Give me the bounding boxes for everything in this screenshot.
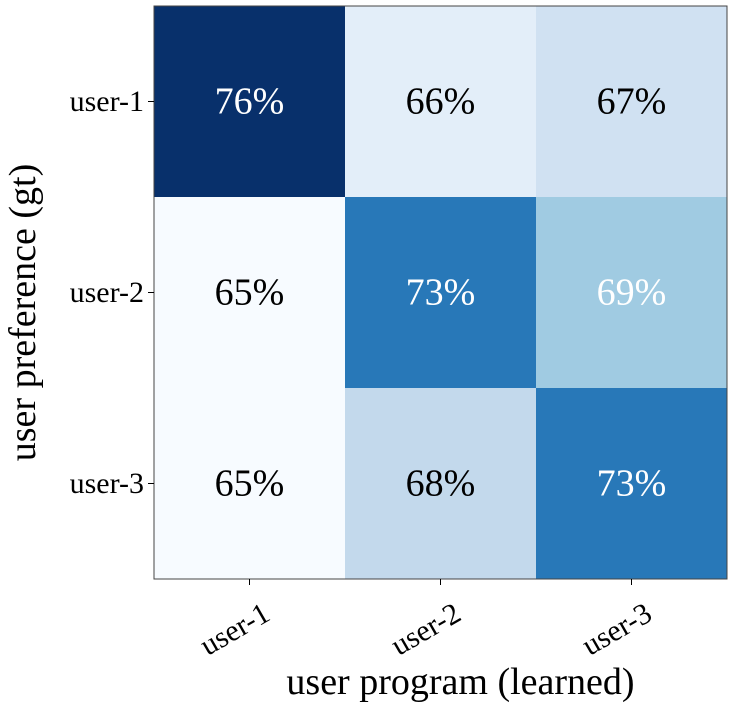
heatmap-cell — [345, 197, 537, 389]
heatmap-cell — [154, 388, 346, 580]
x-axis-label: user program (learned) — [286, 661, 634, 703]
x-tick-label: user-3 — [576, 596, 657, 662]
cell-value-label: 73% — [406, 272, 476, 314]
cell-value-label: 69% — [597, 272, 667, 314]
x-tick-label: user-2 — [385, 596, 466, 662]
cell-value-label: 66% — [406, 81, 476, 123]
heatmap-cell — [345, 6, 537, 198]
x-axis-ticks: user-1 user-2 user-3 — [194, 579, 657, 662]
cell-value-label: 65% — [215, 272, 285, 314]
y-tick-label: user-3 — [70, 467, 144, 500]
cell-value-label: 73% — [597, 463, 667, 505]
y-axis-label: user preference (gt) — [2, 164, 44, 461]
heatmap-cell — [154, 197, 346, 389]
heatmap-cells — [154, 6, 728, 580]
cell-value-label: 65% — [215, 463, 285, 505]
heatmap-cell — [154, 6, 346, 198]
heatmap-cell — [536, 6, 728, 198]
cell-value-label: 68% — [406, 463, 476, 505]
heatmap-cell — [345, 388, 537, 580]
y-axis-ticks: user-1 user-2 user-3 — [70, 85, 154, 500]
heatmap-cell — [536, 388, 728, 580]
cell-value-label: 76% — [215, 81, 285, 123]
heatmap-cell-labels: 76% 66% 67% 65% 73% 69% 65% 68% 73% — [215, 81, 667, 505]
cell-value-label: 67% — [597, 81, 667, 123]
heatmap-cell — [536, 197, 728, 389]
x-tick-label: user-1 — [194, 596, 275, 662]
y-tick-label: user-1 — [70, 85, 144, 118]
y-tick-label: user-2 — [70, 276, 144, 309]
